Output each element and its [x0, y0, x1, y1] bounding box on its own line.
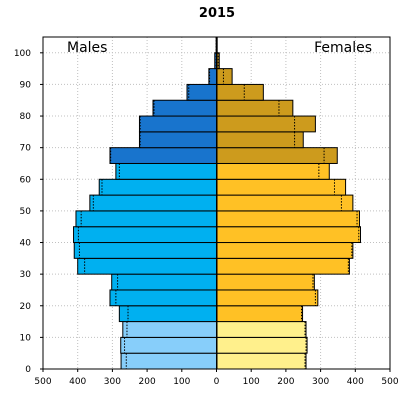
male-bar-80-84 — [152, 99, 217, 117]
female-bar-35-39 — [216, 242, 354, 259]
x-axis-ticks: 500 400 300 200 100 0 100 200 300 400 500 — [34, 369, 399, 387]
female-bar-25-29 — [216, 273, 315, 291]
female-bar-70-74 — [216, 131, 304, 149]
x-tick-label: 500 — [34, 377, 51, 387]
male-bar-25-29 — [111, 273, 217, 291]
female-bar-30-34 — [216, 257, 350, 275]
male-bar-40-44 — [73, 226, 218, 244]
x-tick-label: 400 — [347, 377, 364, 387]
y-tick-label: 40 — [20, 239, 32, 249]
y-tick-label: 90 — [20, 80, 32, 90]
y-tick-label: 50 — [20, 207, 32, 217]
male-bar-0-4 — [120, 352, 217, 370]
male-bar-60-64 — [115, 162, 217, 180]
male-bar-75-79 — [138, 115, 217, 133]
male-bar-55-59 — [98, 178, 217, 196]
y-tick-label: 60 — [20, 175, 32, 185]
y-tick-label: 100 — [14, 49, 31, 59]
y-axis-ticks: 0 10 20 30 40 50 60 70 80 90 100 — [14, 49, 43, 375]
x-tick-label: 200 — [277, 377, 294, 387]
female-bar-60-64 — [216, 162, 330, 180]
x-tick-label: 400 — [69, 377, 86, 387]
female-bar-85-89 — [216, 83, 264, 101]
female-bar-50-54 — [216, 194, 354, 212]
x-tick-label: 0 — [214, 377, 220, 387]
y-tick-label: 10 — [20, 333, 32, 343]
male-bar-5-9 — [120, 336, 217, 354]
outline-markers — [77, 37, 360, 369]
y-tick-label: 30 — [20, 270, 32, 280]
x-tick-label: 100 — [243, 377, 260, 387]
male-bar-20-24 — [109, 289, 217, 307]
x-tick-label: 500 — [381, 377, 398, 387]
male-bar-50-54 — [89, 194, 217, 212]
female-bar-5-9 — [216, 336, 308, 354]
female-bar-0-4 — [216, 352, 307, 370]
female-bar-20-24 — [216, 289, 319, 307]
female-bar-15-19 — [216, 305, 304, 323]
male-bar-30-34 — [77, 257, 217, 275]
y-tick-label: 70 — [20, 144, 32, 154]
female-bar-40-44 — [216, 226, 362, 244]
y-tick-label: 20 — [20, 302, 32, 312]
female-bar-10-14 — [216, 321, 307, 338]
male-bar-85-89 — [186, 83, 218, 101]
x-tick-label: 200 — [139, 377, 156, 387]
y-tick-label: 0 — [25, 365, 31, 375]
male-bar-35-39 — [73, 242, 218, 259]
female-bar-90-94 — [216, 68, 233, 85]
female-bar-80-84 — [216, 99, 294, 117]
male-bar-70-74 — [138, 131, 217, 149]
male-bar-45-49 — [75, 210, 217, 228]
x-tick-label: 100 — [173, 377, 190, 387]
chart-title: 2015 — [199, 6, 235, 21]
female-bar-65-69 — [216, 147, 338, 164]
x-tick-label: 300 — [312, 377, 329, 387]
male-bar-10-14 — [122, 321, 217, 338]
male-bar-65-69 — [109, 147, 217, 164]
female-bar-55-59 — [216, 178, 347, 196]
x-tick-label: 300 — [104, 377, 121, 387]
females-label: Females — [314, 40, 372, 56]
males-label: Males — [67, 40, 107, 56]
female-bar-75-79 — [216, 115, 316, 133]
female-bar-45-49 — [216, 210, 360, 228]
y-tick-label: 80 — [20, 112, 32, 122]
male-bar-15-19 — [118, 305, 217, 323]
